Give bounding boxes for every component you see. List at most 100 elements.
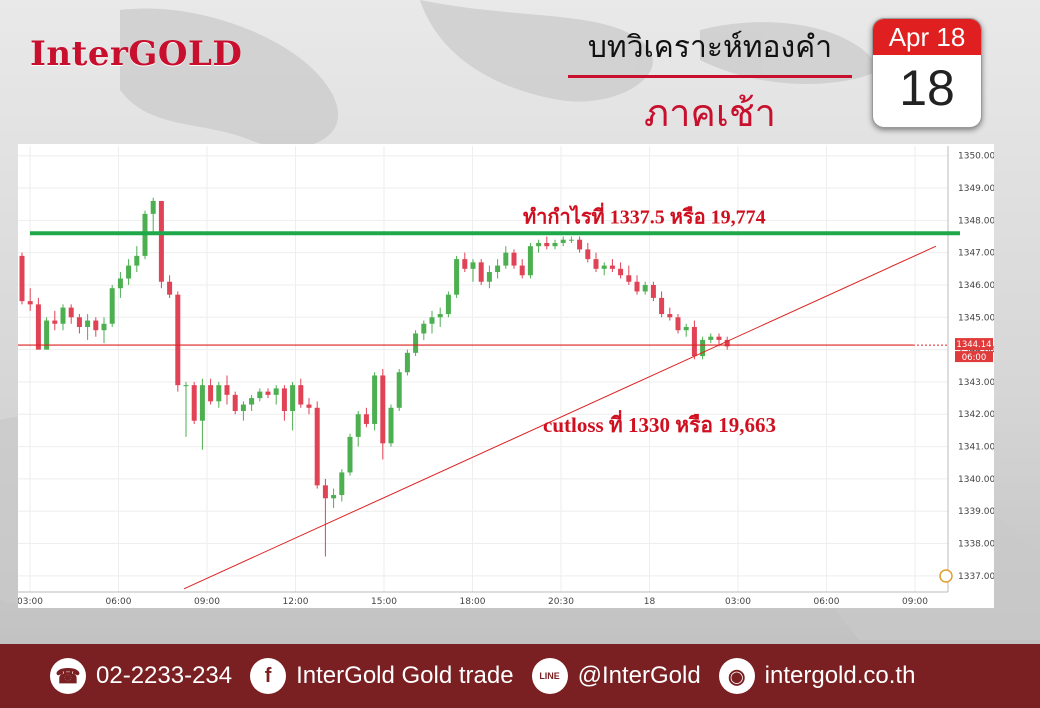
candle-body [76, 317, 82, 327]
candle-body [388, 407, 394, 444]
y-tick-label: 1344.00 [958, 346, 994, 356]
candle-body [355, 414, 361, 437]
candle-body [585, 249, 591, 260]
y-tick-label: 1348.00 [958, 216, 994, 226]
candle-body [495, 265, 501, 273]
candle-body [175, 294, 181, 386]
candle-body [347, 436, 353, 473]
x-tick-label: 06:00 [106, 597, 132, 607]
candle-body [306, 404, 312, 408]
candle-body [593, 259, 599, 269]
candle-body [527, 246, 533, 276]
footer-website[interactable]: ◉ intergold.co.th [718, 658, 916, 694]
y-tick-label: 1339.00 [958, 507, 994, 517]
chart-svg: 03:00 06:00 09:00 12:00 15:00 18:00 20:30 18 03:… [18, 146, 994, 607]
y-tick-label: 1341.00 [958, 443, 994, 453]
y-tick-label: 1340.00 [958, 475, 994, 485]
candle-body [470, 262, 476, 269]
candle-body [240, 404, 246, 412]
cutloss-label: cutloss ที่ 1330 หรือ 19,663 [543, 409, 776, 437]
candle-body [486, 272, 492, 282]
y-tick-label: 1337.00 [958, 572, 994, 582]
x-tick-label: 09:00 [194, 597, 220, 607]
footer-facebook[interactable]: f InterGold Gold trade [250, 658, 514, 694]
candle-body [134, 255, 140, 266]
candle-body [19, 255, 25, 302]
candle-body [568, 239, 574, 241]
calendar-icon: Apr 18 18 [872, 18, 982, 128]
x-tick-label: 18 [644, 597, 656, 607]
candle-body [462, 259, 468, 269]
x-tick-label: 06:00 [814, 597, 840, 607]
candle-body [126, 265, 132, 279]
calendar-month: Apr 18 [873, 19, 981, 55]
y-tick-label: 1345.00 [958, 313, 994, 323]
x-tick-label: 15:00 [371, 597, 397, 607]
price-chart: 03:00 06:00 09:00 12:00 15:00 18:00 20:30 18 03:… [18, 144, 994, 608]
website-url: intergold.co.th [764, 662, 916, 689]
candle-body [634, 281, 640, 292]
candle-body [544, 242, 550, 247]
candle-body [101, 323, 107, 331]
title-divider [568, 75, 852, 78]
y-tick-label: 1343.00 [958, 378, 994, 388]
candle-body [216, 385, 222, 402]
candle-body [445, 294, 451, 315]
globe-icon: ◉ [718, 658, 755, 694]
candle-body [650, 284, 656, 298]
candle-body [281, 388, 287, 412]
candle-body [577, 239, 583, 250]
y-tick-label: 1342.00 [958, 410, 994, 420]
candle-body [191, 385, 197, 421]
candle-body [642, 284, 648, 292]
candle-body [290, 385, 296, 412]
candle-body [454, 259, 460, 295]
facebook-icon: f [250, 658, 287, 694]
candle-body [503, 252, 509, 266]
candle-body [273, 388, 279, 395]
candle-body [68, 307, 74, 318]
candle-body [552, 242, 558, 247]
candle-body [93, 320, 99, 331]
candle-body [626, 275, 632, 282]
current-price-tag [955, 338, 993, 351]
candle-body [150, 200, 156, 214]
candle-body [85, 320, 91, 327]
candle-body [44, 320, 50, 350]
x-tick-label: 20:30 [548, 597, 574, 607]
candle-body [339, 472, 345, 496]
candle-body [167, 281, 173, 295]
candle-body [183, 385, 189, 387]
x-tick-label: 03:00 [725, 597, 751, 607]
candle-body [27, 301, 33, 305]
x-tick-label: 03:00 [18, 597, 43, 607]
calendar-day: 18 [899, 60, 955, 116]
candle-body [396, 372, 402, 408]
candle-body [437, 314, 443, 318]
phone-icon: ☎ [50, 658, 86, 694]
line-icon: LINE [531, 658, 568, 694]
candle-body [199, 385, 205, 421]
candle-body [675, 317, 681, 331]
current-time-label: 06:00 [962, 353, 987, 363]
line-id: @InterGold [577, 662, 701, 689]
candle-body [700, 339, 706, 357]
candle-body [478, 262, 484, 282]
x-tick-label: 09:00 [902, 597, 928, 607]
candle-body [158, 200, 164, 282]
chart-logo-icon [939, 569, 953, 583]
x-tick-label: 18:00 [460, 597, 486, 607]
title-line-2: ภาคเช้า [644, 93, 776, 135]
candle-body [109, 288, 115, 324]
current-price-label: 1344.14 [956, 340, 991, 350]
candle-body [421, 323, 427, 334]
footer-phone[interactable]: ☎ 02-2233-234 [50, 658, 232, 694]
candle-body [52, 320, 58, 324]
candle-body [724, 339, 730, 347]
y-tick-label: 1346.00 [958, 281, 994, 291]
footer-line[interactable]: LINE @InterGold [531, 658, 701, 694]
phone-number: 02-2233-234 [96, 662, 233, 689]
current-time-tag [955, 351, 993, 363]
candle-body [716, 336, 722, 340]
candle-body [511, 252, 517, 266]
